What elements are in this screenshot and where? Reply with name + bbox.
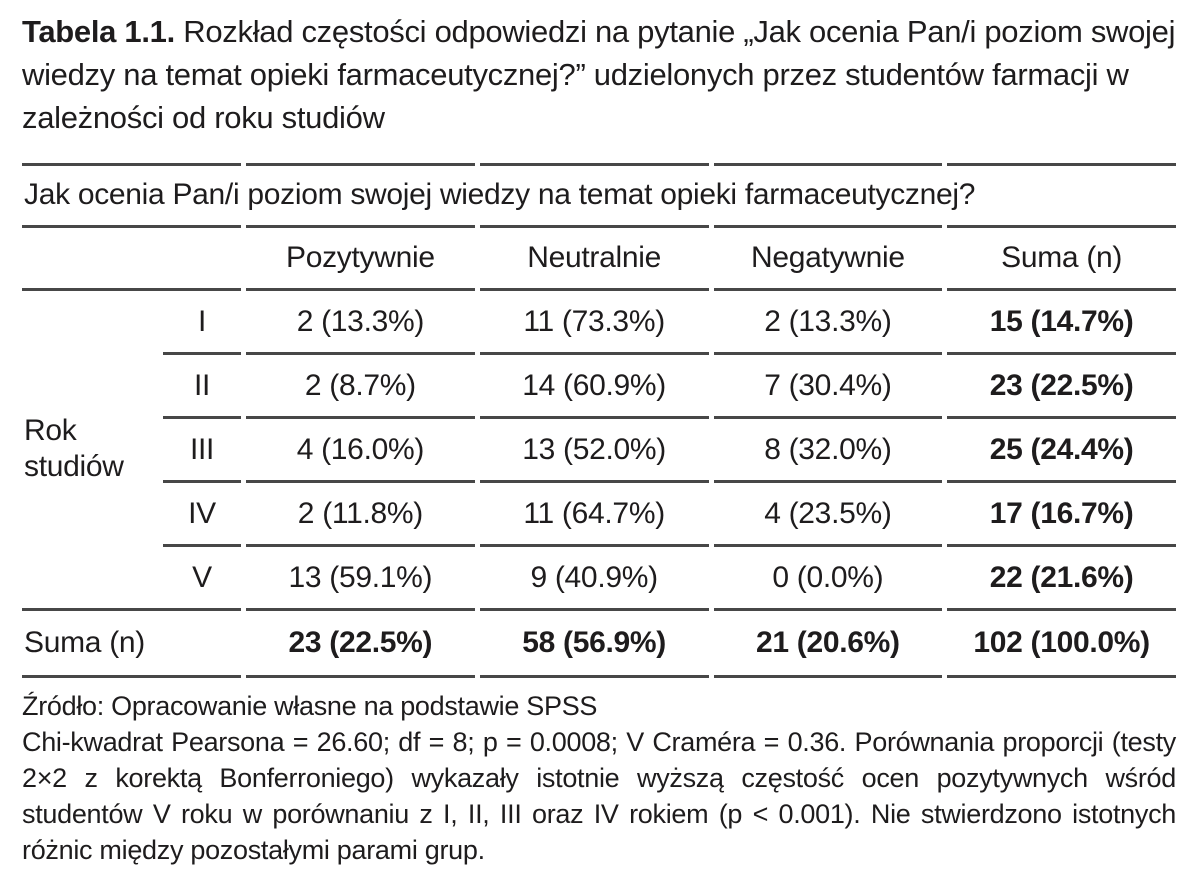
table-rule-segment [713, 675, 943, 678]
row-label-year-1: I [197, 305, 207, 338]
table-rule-segment [947, 225, 1176, 228]
summary-cell: 23 (22.5%) [288, 626, 433, 659]
table-cell: 13 (59.1%) [288, 561, 433, 594]
table-cell: 2 (13.3%) [296, 305, 425, 338]
table-rule-segment [479, 288, 709, 291]
table-rule-segment [479, 608, 709, 611]
table-cell: 4 (23.5%) [764, 497, 892, 530]
table-rule-segment [246, 352, 475, 355]
table-rule-segment [246, 675, 475, 678]
table-rule-segment [713, 288, 943, 291]
table-rule-segment [947, 544, 1176, 547]
table-rule-segment [22, 608, 241, 611]
row-spacer [22, 355, 158, 416]
column-header-suma: Suma (n) [1001, 241, 1123, 274]
table-rule-segment [246, 163, 475, 166]
summary-cell: 21 (20.6%) [756, 626, 900, 659]
table-rule-segment [479, 675, 709, 678]
table-rule-segment [163, 416, 241, 419]
table-cell: 9 (40.9%) [530, 561, 658, 594]
table-rule-segment [246, 288, 475, 291]
row-label-year-3: III [189, 433, 215, 466]
table-rule-segment [713, 608, 943, 611]
table-rule-segment [947, 163, 1176, 166]
table-cell-row-total: 22 (21.6%) [989, 561, 1134, 594]
table-cell: 11 (64.7%) [523, 497, 665, 530]
column-header-pozytywnie: Pozytywnie [286, 241, 435, 274]
table-rule-segment [713, 416, 943, 419]
table-cell: 14 (60.9%) [522, 369, 666, 402]
row-label-year-2: II [193, 369, 211, 402]
table-rule-segment [479, 225, 709, 228]
table-cell: 2 (13.3%) [764, 305, 892, 338]
table-cell: 7 (30.4%) [764, 369, 892, 402]
table-cell: 4 (16.0%) [296, 433, 425, 466]
header-spacer [22, 228, 241, 288]
table-rule-segment [479, 352, 709, 355]
table-rule-segment [947, 480, 1176, 483]
table-rule-segment [246, 225, 475, 228]
row-spacer [22, 547, 158, 608]
table-rule-segment [22, 675, 241, 678]
table-rule-segment [947, 416, 1176, 419]
table-rule-segment [163, 544, 241, 547]
table-rule-segment [713, 480, 943, 483]
table-rule-segment [713, 352, 943, 355]
table-cell: 2 (11.8%) [297, 497, 423, 530]
table-rule-segment [22, 288, 241, 291]
table-cell-row-total: 17 (16.7%) [989, 497, 1134, 530]
table-cell-row-total: 25 (24.4%) [989, 433, 1134, 466]
row-spacer [22, 291, 158, 352]
table-rule-segment [947, 288, 1176, 291]
table-rule-segment [246, 608, 475, 611]
table-rule-segment [479, 163, 709, 166]
row-label-year-4: IV [188, 497, 216, 530]
table-rule-segment [713, 225, 943, 228]
table-cell: 8 (32.0%) [764, 433, 892, 466]
table-rule-segment [947, 675, 1176, 678]
summary-cell: 58 (56.9%) [522, 626, 666, 659]
row-group-label-line2: studiów [24, 450, 124, 483]
frequency-table: Jak ocenia Pan/i poziom swojej wiedzy na… [22, 163, 1176, 678]
table-rule-segment [713, 163, 943, 166]
table-cell: 11 (73.3%) [523, 305, 665, 338]
table-cell: 13 (52.0%) [522, 433, 666, 466]
row-label-year-5: V [192, 561, 212, 594]
table-cell: 0 (0.0%) [772, 561, 884, 594]
table-rule-segment [479, 480, 709, 483]
table-rule-segment [947, 608, 1176, 611]
table-cell-row-total: 23 (22.5%) [989, 369, 1134, 402]
table-rule-segment [479, 544, 709, 547]
table-rule-segment [246, 544, 475, 547]
table-rule-segment [163, 480, 241, 483]
table-rule-segment [947, 352, 1176, 355]
table-rule-segment [246, 480, 475, 483]
summary-cell-grand-total: 102 (100.0%) [973, 626, 1150, 659]
source-note: Źródło: Opracowanie własne na podstawie … [22, 691, 598, 721]
statistics-note: Chi-kwadrat Pearsona = 26.60; df = 8; p … [22, 727, 1176, 865]
row-spacer [22, 483, 158, 544]
column-header-negatywnie: Negatywnie [750, 241, 905, 274]
table-rule-segment [713, 544, 943, 547]
table-rule-segment [479, 416, 709, 419]
table-rule-segment [22, 163, 241, 166]
table-question: Jak ocenia Pan/i poziom swojej wiedzy na… [24, 178, 976, 211]
table-cell: 2 (8.7%) [304, 369, 416, 402]
table-footnotes: Źródło: Opracowanie własne na podstawie … [22, 688, 1176, 868]
summary-row-label: Suma (n) [24, 626, 145, 659]
column-header-neutralnie: Neutralnie [527, 241, 661, 274]
row-group-label: Rok studiów [24, 413, 160, 485]
table-rule-segment [22, 225, 241, 228]
table-caption: Tabela 1.1. Rozkład częstości odpowiedzi… [22, 10, 1176, 139]
table-rule-segment [246, 416, 475, 419]
table-caption-number: Tabela 1.1. [22, 14, 175, 49]
table-cell-row-total: 15 (14.7%) [989, 305, 1134, 338]
table-caption-text: Rozkład częstości odpowiedzi na pytanie … [22, 14, 1176, 135]
table-rule-segment [163, 352, 241, 355]
row-group-label-line1: Rok [24, 414, 77, 447]
